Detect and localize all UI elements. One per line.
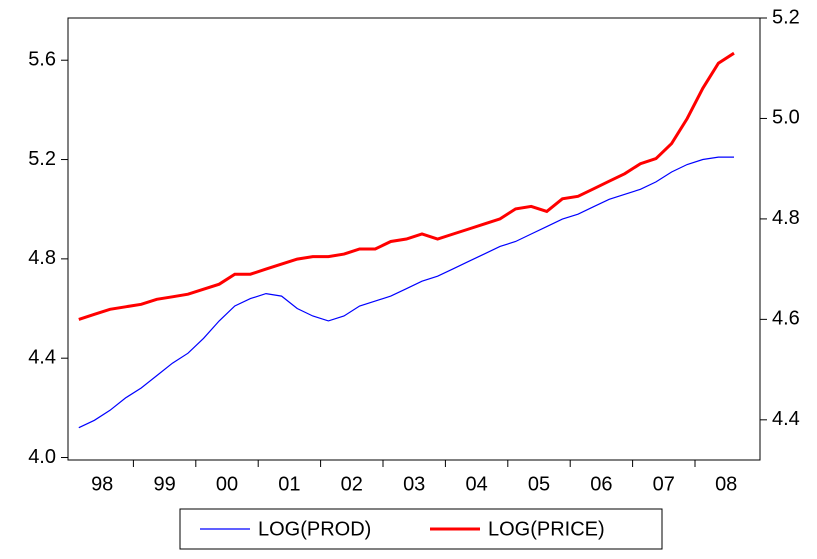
y-tick-label: 5.2 xyxy=(28,148,56,170)
x-tick-label: 08 xyxy=(715,473,737,495)
x-tick-label: 04 xyxy=(465,473,487,495)
plot-frame xyxy=(67,17,761,461)
y-tick-label: 5.6 xyxy=(28,48,56,70)
x-tick-label: 00 xyxy=(216,473,238,495)
y2-tick-label: 4.4 xyxy=(772,408,800,430)
x-tick-label: 02 xyxy=(341,473,363,495)
x-tick-label: 98 xyxy=(91,473,113,495)
legend-label: LOG(PROD) xyxy=(258,518,371,540)
x-tick-label: 07 xyxy=(653,473,675,495)
legend-box xyxy=(179,508,663,550)
x-tick-label: 99 xyxy=(153,473,175,495)
x-tick-label: 03 xyxy=(403,473,425,495)
y2-tick-label: 5.0 xyxy=(772,107,800,129)
series-line xyxy=(78,156,734,429)
y-tick-label: 4.4 xyxy=(28,346,56,368)
x-tick-label: 05 xyxy=(528,473,550,495)
legend-label: LOG(PRICE) xyxy=(488,518,605,540)
y2-tick-label: 4.8 xyxy=(772,207,800,229)
y-tick-label: 4.8 xyxy=(28,247,56,269)
y2-tick-label: 4.6 xyxy=(772,308,800,330)
x-tick-label: 01 xyxy=(278,473,300,495)
series-line xyxy=(78,51,735,321)
y2-tick-label: 5.2 xyxy=(772,6,800,28)
x-tick-label: 06 xyxy=(590,473,612,495)
y-tick-label: 4.0 xyxy=(28,446,56,468)
